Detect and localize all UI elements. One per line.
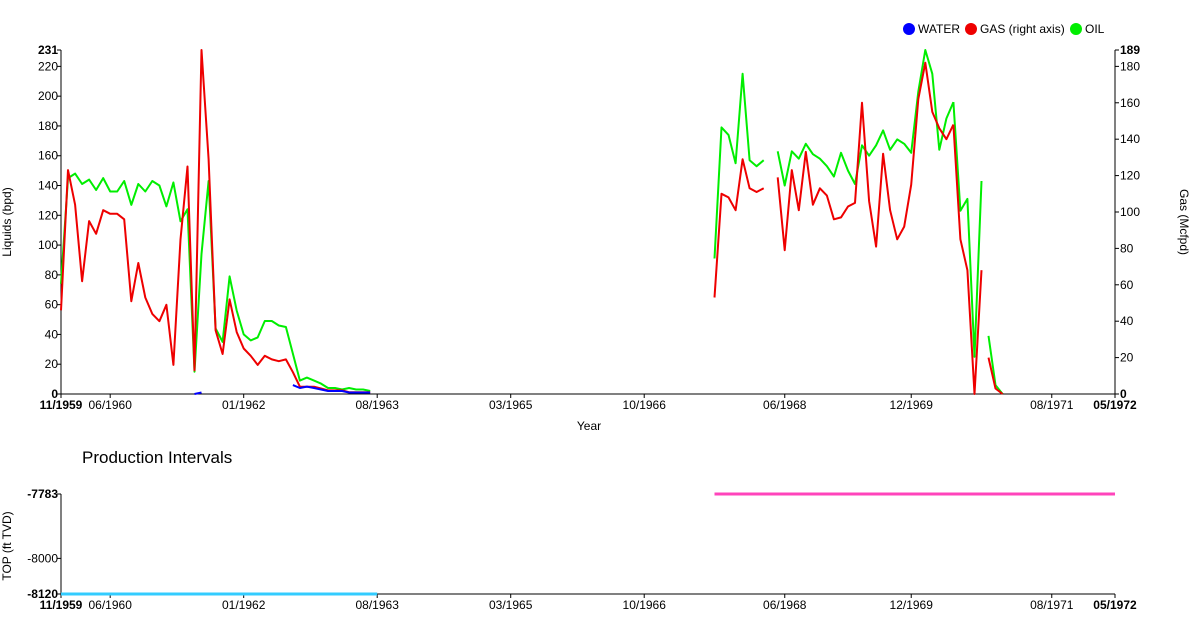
x-tick-label: 05/1972 bbox=[1093, 398, 1137, 412]
oil-series-line bbox=[713, 72, 765, 259]
water-series-line bbox=[292, 384, 371, 394]
x-tick-label: 11/1959 bbox=[40, 398, 83, 412]
y-tick-label: 140 bbox=[38, 179, 58, 193]
intervals-y-tick-label: -7783 bbox=[27, 487, 58, 501]
legend-gas-marker bbox=[965, 23, 977, 35]
legend-water-label: WATER bbox=[918, 22, 960, 36]
y2-tick-label: 180 bbox=[1120, 59, 1140, 73]
legend-oil-marker bbox=[1070, 23, 1082, 35]
legend-gas-label: GAS (right axis) bbox=[980, 22, 1065, 36]
intervals-x-tick-label: 06/1968 bbox=[763, 598, 807, 612]
y2-tick-label: 140 bbox=[1120, 132, 1140, 146]
intervals-x-tick-label: 05/1972 bbox=[1093, 598, 1137, 612]
y2-tick-label: 20 bbox=[1120, 351, 1134, 365]
legend-oil-label: OIL bbox=[1085, 22, 1105, 36]
gas-series-line bbox=[713, 158, 765, 298]
intervals-x-tick-label: 12/1969 bbox=[890, 598, 934, 612]
intervals-x-tick-label: 03/1965 bbox=[489, 598, 533, 612]
legend-water-marker bbox=[903, 23, 915, 35]
y-tick-label: 220 bbox=[38, 59, 58, 73]
intervals-y-tick-label: -8000 bbox=[27, 551, 58, 565]
intervals-y-axis-title: TOP (ft TVD) bbox=[0, 511, 14, 580]
water-series-line bbox=[194, 391, 202, 395]
y2-tick-label: 40 bbox=[1120, 314, 1134, 328]
legend-item-gas[interactable]: GAS (right axis) bbox=[965, 22, 1065, 36]
x-axis-title: Year bbox=[577, 419, 601, 433]
x-tick-label: 08/1971 bbox=[1030, 398, 1074, 412]
y-tick-label: 100 bbox=[38, 238, 58, 252]
y-tick-label: 231 bbox=[38, 43, 58, 57]
y-tick-label: 40 bbox=[45, 327, 59, 341]
x-tick-label: 06/1960 bbox=[88, 398, 132, 412]
intervals-x-tick-label: 08/1971 bbox=[1030, 598, 1074, 612]
y-tick-label: 200 bbox=[38, 89, 58, 103]
gas-series-line bbox=[987, 357, 1004, 395]
y2-tick-label: 60 bbox=[1120, 278, 1134, 292]
oil-series-line bbox=[60, 172, 371, 392]
y2-tick-label: 80 bbox=[1120, 241, 1134, 255]
legend-item-water[interactable]: WATER bbox=[903, 22, 960, 36]
intervals-x-tick-label: 01/1962 bbox=[222, 598, 266, 612]
intervals-x-tick-label: 11/1959 bbox=[40, 598, 83, 612]
y-tick-label: 20 bbox=[45, 357, 59, 371]
y2-tick-label: 0 bbox=[1120, 387, 1127, 401]
intervals-x-tick-label: 08/1963 bbox=[356, 598, 400, 612]
y-tick-label: 0 bbox=[51, 387, 58, 401]
intervals-title: Production Intervals bbox=[82, 448, 232, 467]
y2-tick-label: 189 bbox=[1120, 43, 1140, 57]
x-tick-label: 01/1962 bbox=[222, 398, 266, 412]
y2-axis-title: Gas (Mcfpd) bbox=[1177, 189, 1191, 255]
y-axis-title: Liquids (bpd) bbox=[0, 187, 14, 256]
y2-tick-label: 120 bbox=[1120, 169, 1140, 183]
y-tick-label: 120 bbox=[38, 208, 58, 222]
gas-series-line bbox=[776, 61, 955, 252]
intervals-x-tick-label: 06/1960 bbox=[88, 598, 132, 612]
x-tick-label: 08/1963 bbox=[356, 398, 400, 412]
intervals-y-tick-label: -8120 bbox=[27, 587, 58, 601]
y2-tick-label: 160 bbox=[1120, 96, 1140, 110]
y2-tick-label: 100 bbox=[1120, 205, 1140, 219]
liquids-gas-plot: 0 20 40 60 80 100 120 140 160 180 200 220 231 0 20 40 60… bbox=[38, 43, 1140, 412]
y-tick-label: 180 bbox=[38, 119, 58, 133]
intervals-x-tick-label: 10/1966 bbox=[623, 598, 667, 612]
legend: WATER GAS (right axis) OIL bbox=[903, 22, 1105, 36]
gas-series-line bbox=[60, 49, 371, 394]
gas-series-line bbox=[952, 124, 983, 395]
y-tick-label: 80 bbox=[45, 268, 59, 282]
legend-item-oil[interactable]: OIL bbox=[1070, 22, 1105, 36]
x-tick-label: 12/1969 bbox=[890, 398, 934, 412]
y-tick-label: 60 bbox=[45, 298, 59, 312]
x-tick-label: 06/1968 bbox=[763, 398, 807, 412]
oil-series-line bbox=[952, 102, 983, 358]
y-tick-label: 160 bbox=[38, 149, 58, 163]
x-tick-label: 10/1966 bbox=[623, 398, 667, 412]
x-tick-label: 03/1965 bbox=[489, 398, 533, 412]
